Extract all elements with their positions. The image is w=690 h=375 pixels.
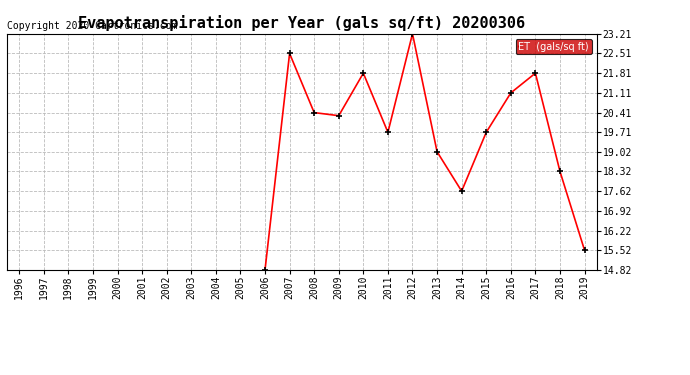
Title: Evapotranspiration per Year (gals sq/ft) 20200306: Evapotranspiration per Year (gals sq/ft)… (78, 15, 526, 31)
Text: Copyright 2020 Cartronics.com: Copyright 2020 Cartronics.com (7, 21, 177, 32)
Legend: ET  (gals/sq ft): ET (gals/sq ft) (515, 39, 592, 54)
